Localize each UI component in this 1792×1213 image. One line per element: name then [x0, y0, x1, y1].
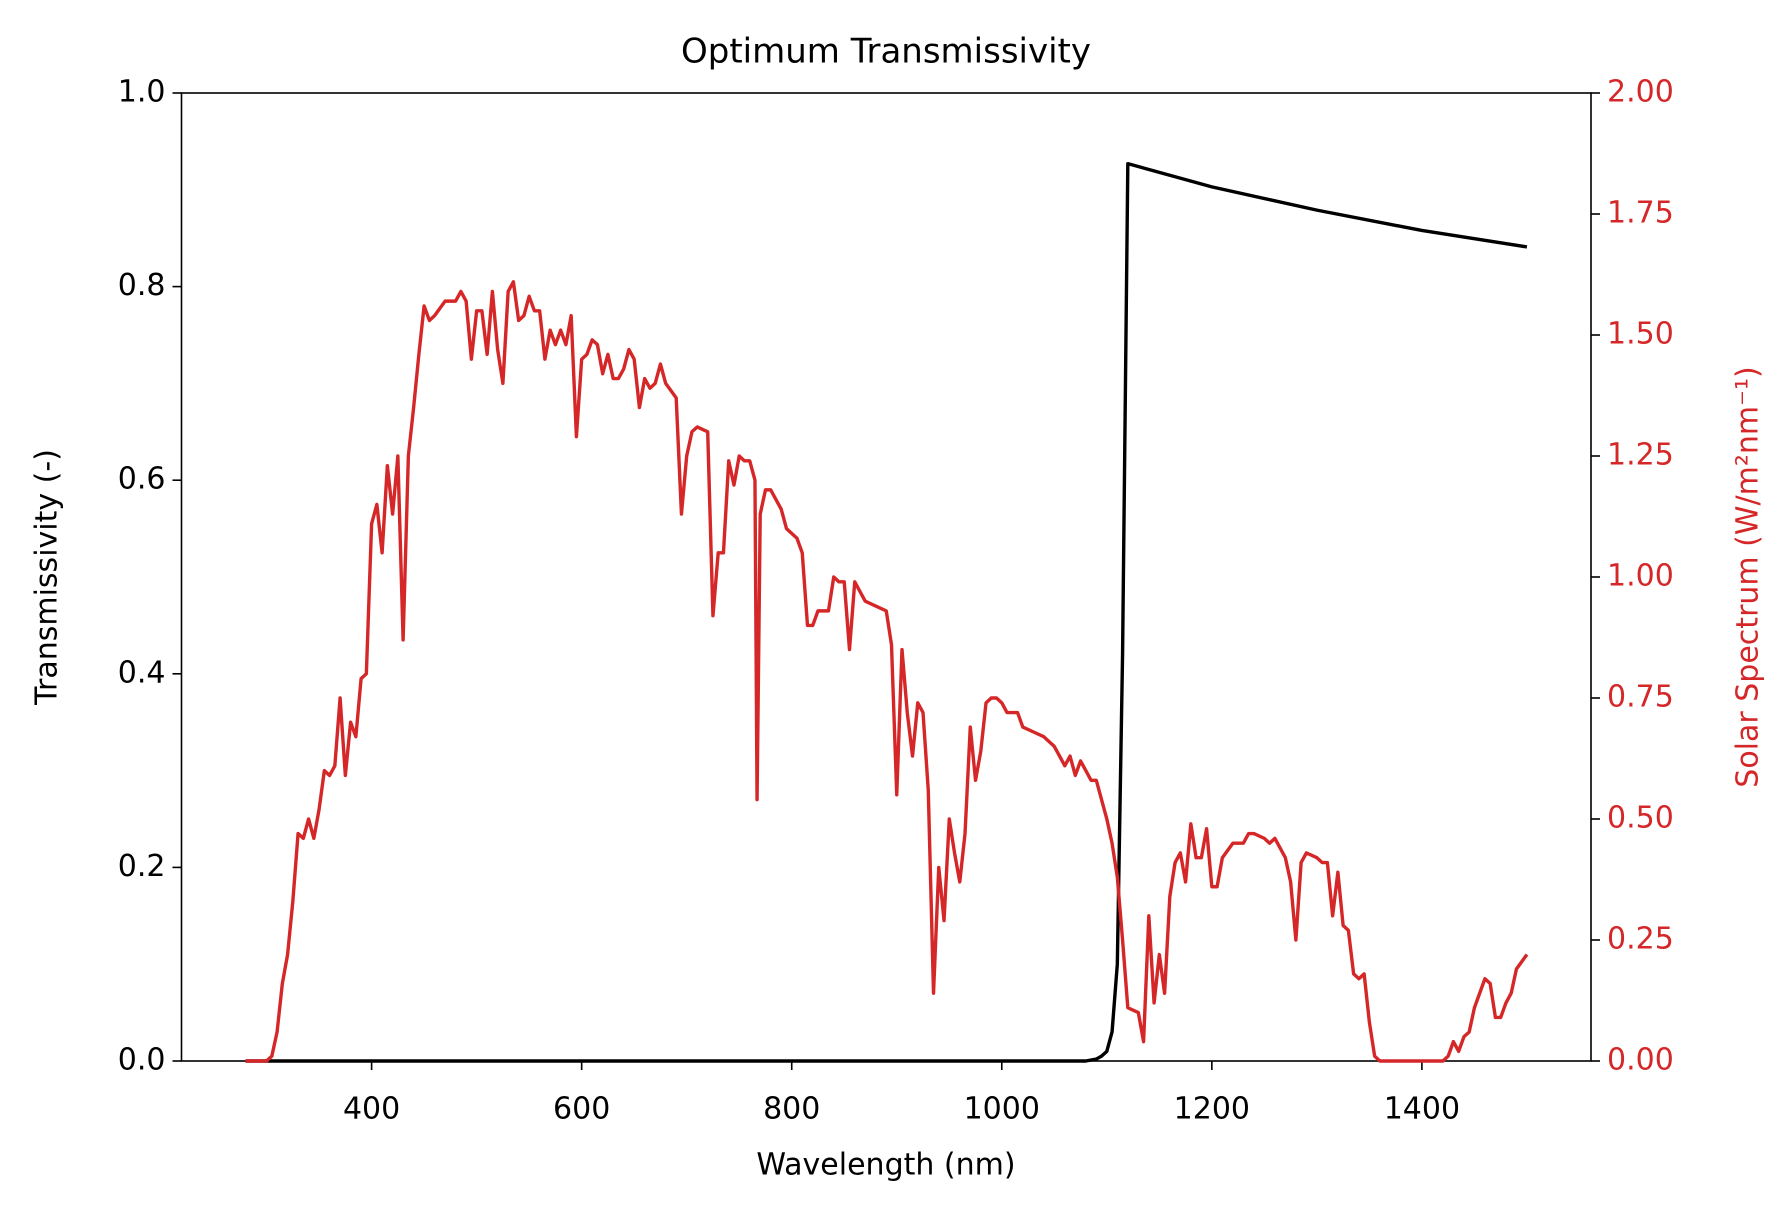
y2-axis-label: Solar Spectrum (W/m²nm⁻¹): [1731, 366, 1766, 787]
x-tick-label: 1400: [1384, 1092, 1460, 1127]
y2-tick-label: 2.00: [1607, 75, 1674, 110]
x-tick-label: 400: [343, 1092, 400, 1127]
x-axis-label: Wavelength (nm): [756, 1148, 1015, 1183]
x-tick-label: 800: [763, 1092, 820, 1127]
y2-tick-label: 0.00: [1607, 1043, 1674, 1078]
y2-tick-label: 1.50: [1607, 317, 1674, 352]
y-tick-label: 0.0: [118, 1043, 166, 1078]
x-tick-label: 600: [553, 1092, 610, 1127]
series-line: [245, 280, 1529, 1063]
y-tick-label: 0.6: [118, 462, 166, 497]
y2-tick-label: 1.75: [1607, 196, 1674, 231]
y2-tick-label: 1.25: [1607, 438, 1674, 473]
y2-tick-label: 0.75: [1607, 680, 1674, 715]
y2-tick-label: 0.50: [1607, 801, 1674, 836]
y-tick-label: 0.4: [118, 655, 166, 690]
plot-frame: [180, 92, 1592, 1062]
x-tick-label: 1000: [964, 1092, 1040, 1127]
chart-title: Optimum Transmissivity: [681, 32, 1091, 72]
y-tick-label: 0.2: [118, 849, 166, 884]
y2-tick-label: 1.00: [1607, 559, 1674, 594]
y-tick-label: 0.8: [118, 268, 166, 303]
y2-tick-label: 0.25: [1607, 922, 1674, 957]
y-axis-label: Transmissivity (-): [30, 449, 65, 706]
y-tick-label: 1.0: [118, 75, 166, 110]
series-line: [245, 161, 1528, 1063]
x-tick-label: 1200: [1174, 1092, 1250, 1127]
